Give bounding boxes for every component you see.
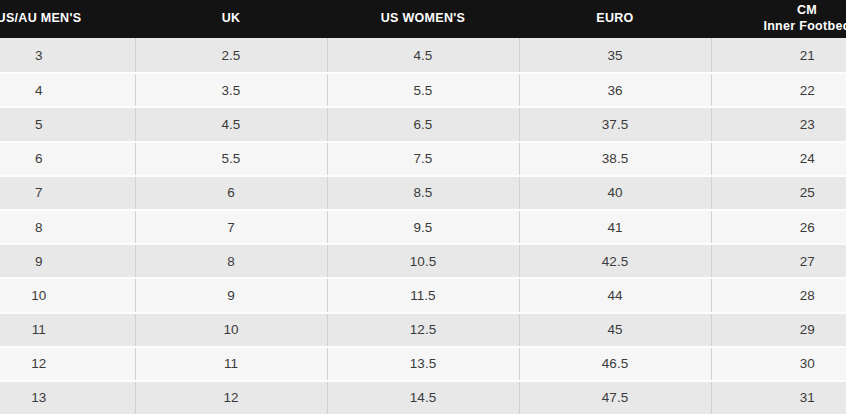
cell-uk: 4.5	[135, 107, 327, 141]
size-chart: US/AU MEN'S UK US WOMEN'S EURO CM Inner …	[0, 0, 846, 414]
cell-uk: 2.5	[135, 38, 327, 73]
column-header-cm-line: CM	[711, 3, 846, 19]
cell-uk: 5.5	[135, 142, 327, 176]
cell-cm: 21	[711, 38, 846, 73]
cell-us-womens: 10.5	[327, 244, 519, 278]
cell-uk: 7	[135, 210, 327, 244]
cell-us-au-mens: 9	[0, 244, 135, 278]
cell-us-au-mens: 8	[0, 210, 135, 244]
cell-us-womens: 6.5	[327, 107, 519, 141]
cell-us-au-mens: 7	[0, 176, 135, 210]
cell-euro: 41	[519, 210, 711, 244]
cell-us-womens: 14.5	[327, 381, 519, 414]
cell-cm: 28	[711, 278, 846, 312]
table-header: US/AU MEN'S UK US WOMEN'S EURO CM Inner …	[0, 0, 846, 38]
cell-uk: 3.5	[135, 73, 327, 107]
cell-uk: 6	[135, 176, 327, 210]
table-row: 6 5.5 7.5 38.5 24	[0, 142, 846, 176]
table-row: 3 2.5 4.5 35 21	[0, 38, 846, 73]
cell-uk: 10	[135, 313, 327, 347]
cell-us-au-mens: 12	[0, 347, 135, 381]
cell-cm: 22	[711, 73, 846, 107]
cell-euro: 40	[519, 176, 711, 210]
header-row: US/AU MEN'S UK US WOMEN'S EURO CM Inner …	[0, 0, 846, 38]
cell-us-womens: 8.5	[327, 176, 519, 210]
cell-euro: 42.5	[519, 244, 711, 278]
cell-euro: 45	[519, 313, 711, 347]
cell-us-au-mens: 4	[0, 73, 135, 107]
column-header-us-womens: US WOMEN'S	[327, 0, 519, 38]
cell-cm: 23	[711, 107, 846, 141]
cell-cm: 31	[711, 381, 846, 414]
column-header-us-au-mens: US/AU MEN'S	[0, 0, 135, 38]
cell-us-womens: 7.5	[327, 142, 519, 176]
table-row: 12 11 13.5 46.5 30	[0, 347, 846, 381]
cell-cm: 24	[711, 142, 846, 176]
cell-euro: 46.5	[519, 347, 711, 381]
cell-us-au-mens: 5	[0, 107, 135, 141]
cell-euro: 36	[519, 73, 711, 107]
cell-us-womens: 5.5	[327, 73, 519, 107]
cell-cm: 30	[711, 347, 846, 381]
cell-uk: 11	[135, 347, 327, 381]
cell-us-au-mens: 13	[0, 381, 135, 414]
table-row: 11 10 12.5 45 29	[0, 313, 846, 347]
table-row: 10 9 11.5 44 28	[0, 278, 846, 312]
cell-euro: 44	[519, 278, 711, 312]
table-body: 3 2.5 4.5 35 21 4 3.5 5.5 36 22 5 4.5 6.…	[0, 38, 846, 414]
table-row: 9 8 10.5 42.5 27	[0, 244, 846, 278]
table-row: 13 12 14.5 47.5 31	[0, 381, 846, 414]
cell-uk: 12	[135, 381, 327, 414]
cell-us-au-mens: 11	[0, 313, 135, 347]
cell-cm: 26	[711, 210, 846, 244]
cell-us-womens: 12.5	[327, 313, 519, 347]
cell-us-womens: 13.5	[327, 347, 519, 381]
cell-us-au-mens: 3	[0, 38, 135, 73]
table-row: 4 3.5 5.5 36 22	[0, 73, 846, 107]
cell-euro: 37.5	[519, 107, 711, 141]
cell-euro: 35	[519, 38, 711, 73]
table-row: 8 7 9.5 41 26	[0, 210, 846, 244]
cell-cm: 27	[711, 244, 846, 278]
cell-cm: 29	[711, 313, 846, 347]
cell-uk: 9	[135, 278, 327, 312]
column-header-cm-inner-footbed: CM Inner Footbed	[711, 0, 846, 38]
cell-us-womens: 9.5	[327, 210, 519, 244]
cell-uk: 8	[135, 244, 327, 278]
cell-us-au-mens: 6	[0, 142, 135, 176]
column-header-euro: EURO	[519, 0, 711, 38]
table-row: 7 6 8.5 40 25	[0, 176, 846, 210]
column-header-uk: UK	[135, 0, 327, 38]
cell-us-womens: 4.5	[327, 38, 519, 73]
cell-euro: 38.5	[519, 142, 711, 176]
cell-us-au-mens: 10	[0, 278, 135, 312]
cell-us-womens: 11.5	[327, 278, 519, 312]
cell-cm: 25	[711, 176, 846, 210]
size-conversion-table: US/AU MEN'S UK US WOMEN'S EURO CM Inner …	[0, 0, 846, 414]
column-header-inner-footbed-line: Inner Footbed	[711, 19, 846, 35]
table-row: 5 4.5 6.5 37.5 23	[0, 107, 846, 141]
cell-euro: 47.5	[519, 381, 711, 414]
